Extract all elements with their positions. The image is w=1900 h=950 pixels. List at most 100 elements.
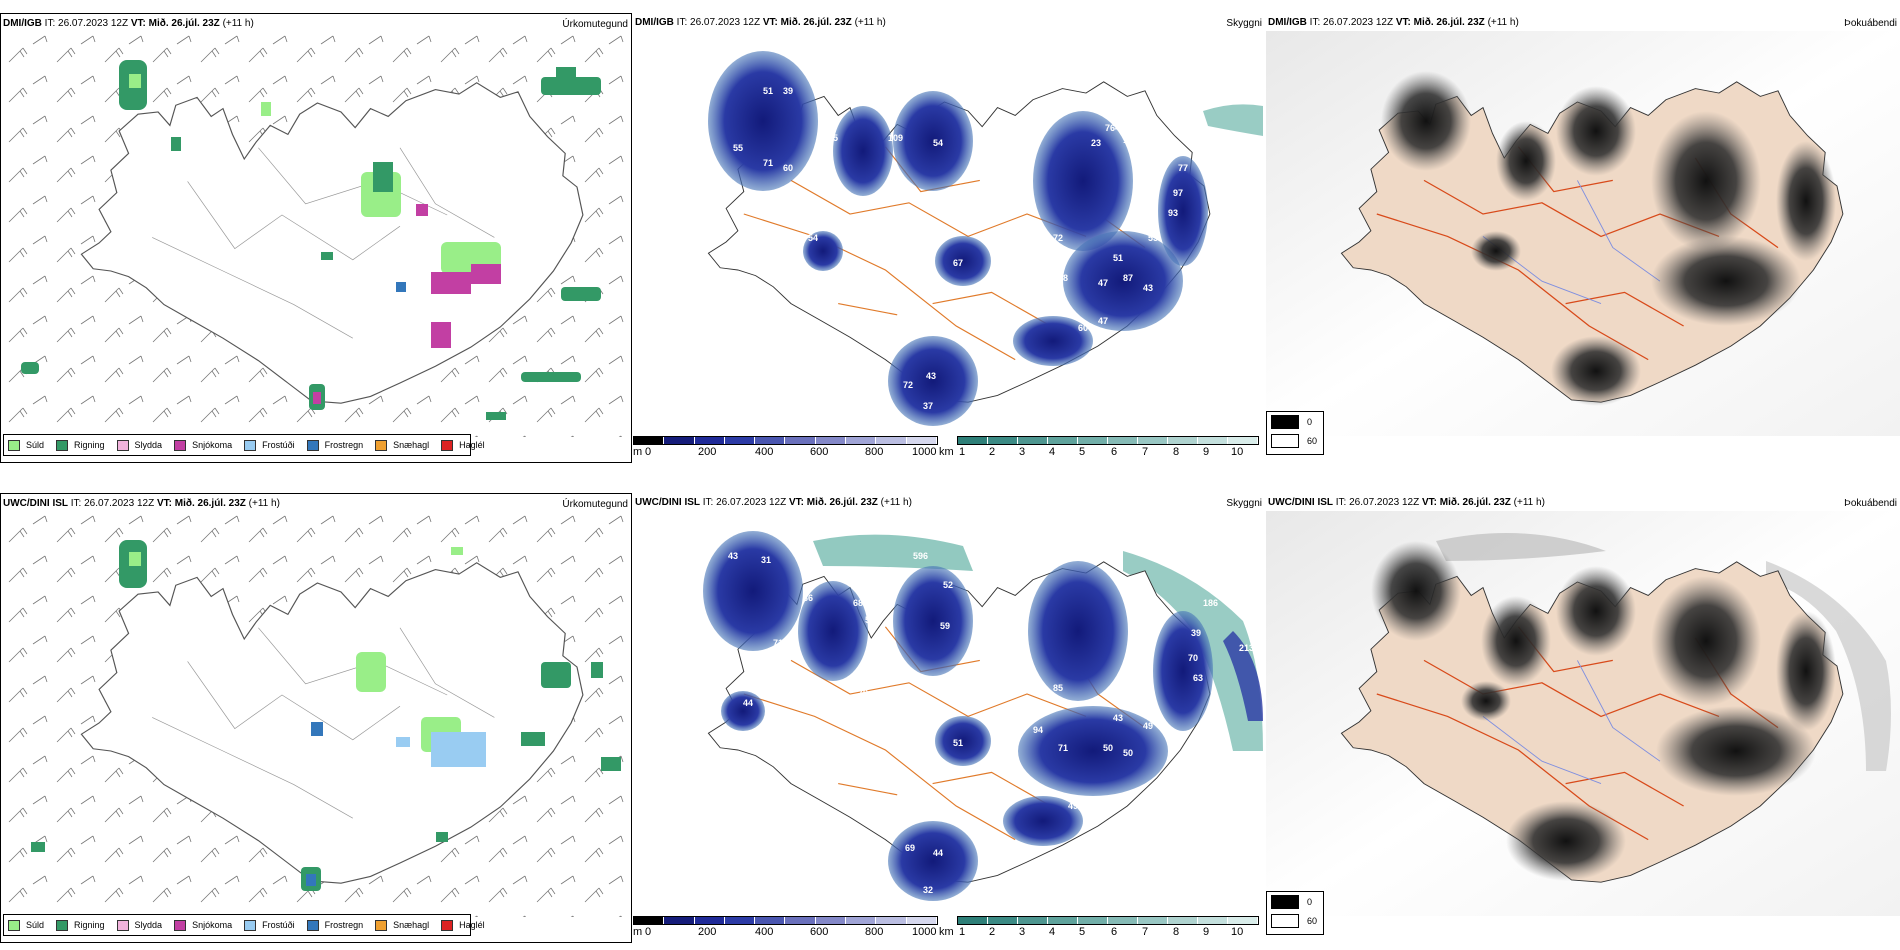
tick-label: 200 <box>698 926 717 938</box>
tick-label: 8 <box>1173 446 1180 458</box>
tick-label: 5 <box>1079 446 1086 458</box>
fog-map <box>1266 31 1900 436</box>
tick-label: 1 <box>959 446 966 458</box>
legend-item: Frostúði <box>244 439 295 451</box>
tick-label: 400 <box>755 926 774 938</box>
panel-header: DMI/IGB IT: 26.07.2023 12Z VT: Mið. 26.j… <box>1268 17 1519 28</box>
cloud-label: 23 <box>1091 138 1101 148</box>
unit-label: km <box>939 926 954 938</box>
cloud-label: 55 <box>1148 233 1158 243</box>
cloud-vis-map-panel-2: UWC/DINI ISL IT: 26.07.2023 12Z VT: Mið.… <box>633 493 1265 943</box>
panel-header: UWC/DINI ISL IT: 26.07.2023 12Z VT: Mið.… <box>3 498 280 509</box>
cloud-label: 44 <box>933 848 943 858</box>
cloud-label: 72 <box>1145 693 1155 703</box>
cloud-label: 764 <box>1105 123 1120 133</box>
cloud-label: 39 <box>1191 628 1201 638</box>
cloud-label: 46 <box>958 183 968 193</box>
cloud-label: 47 <box>1098 316 1108 326</box>
fog-legend: 0 60 <box>1266 891 1324 935</box>
unit-label: km <box>939 446 954 458</box>
unit-label: m <box>633 446 643 458</box>
cloud-label: 49 <box>1068 801 1078 811</box>
vis-title: Skyggni <box>1226 498 1262 509</box>
cloud-label: 43 <box>1113 713 1123 723</box>
cloud-label: 51 <box>953 738 963 748</box>
precip-legend: Súld Rigning Slydda Snjókoma Frostúði Fr… <box>3 434 485 456</box>
legend-item: Haglél <box>441 919 485 931</box>
cloud-label: 137 <box>1083 533 1098 543</box>
cloud-label: 68 <box>853 598 863 608</box>
tick-label: 0 <box>645 446 652 458</box>
legend-item: Súld <box>8 439 44 451</box>
legend-item: Snæhagl <box>375 439 429 451</box>
legend-item: Haglél <box>441 439 485 451</box>
tick-label: 9 <box>1203 926 1210 938</box>
cloud-label: 60 <box>1078 323 1088 333</box>
colorbar-swatches <box>957 916 1259 925</box>
cloud-label: 31 <box>761 555 771 565</box>
cloud-label: 78 <box>1058 273 1068 283</box>
cloud-label: 73 <box>753 193 763 203</box>
panel-header: UWC/DINI ISL IT: 26.07.2023 12Z VT: Mið.… <box>635 497 912 508</box>
tick-label: 2 <box>989 446 996 458</box>
fog-legend: 0 60 <box>1266 411 1324 455</box>
tick-label: 200 <box>698 446 717 458</box>
tick-label: 2 <box>989 926 996 938</box>
precip-title: Úrkomutegund <box>562 499 628 510</box>
precip-cells <box>21 60 601 420</box>
tick-label: 3 <box>1019 926 1026 938</box>
precip-map-panel-1: DMI/IGB IT: 26.07.2023 12Z VT: Mið. 26.j… <box>0 13 632 463</box>
precip-legend: Súld Rigning Slydda Snjókoma Frostúði Fr… <box>3 914 485 936</box>
colorbar-swatches <box>633 916 938 925</box>
vis-title: Skyggni <box>1226 18 1262 29</box>
cloud-label: 108 <box>1123 135 1138 145</box>
precip-map <box>1 32 631 437</box>
colorbar-swatches <box>957 436 1259 445</box>
cloud-label: 43 <box>1143 283 1153 293</box>
legend-item: Slydda <box>116 919 162 931</box>
cloud-vis-map: 45 51 39 55 71 60 56 73 54 109 54 46 54 … <box>707 51 1263 426</box>
cloud-label: 71 <box>1058 743 1068 753</box>
cloud-label: 43 <box>926 371 936 381</box>
tick-label: 1 <box>959 926 966 938</box>
fog-map-panel-2: UWC/DINI ISL IT: 26.07.2023 12Z VT: Mið.… <box>1266 493 1900 943</box>
cloud-label: 44 <box>743 698 753 708</box>
tick-label: 1000 <box>912 926 937 938</box>
tick-label: 800 <box>865 926 884 938</box>
legend-item: Slydda <box>116 439 162 451</box>
cloud-label: 72 <box>1053 233 1063 243</box>
fog-legend-label: 60 <box>1307 435 1318 446</box>
cloud-label: 36 <box>803 593 813 603</box>
legend-item: Frostregn <box>306 439 363 451</box>
tick-label: 6 <box>1111 926 1118 938</box>
cloud-label: 47 <box>1098 278 1108 288</box>
cloud-label: 69 <box>1143 663 1153 673</box>
visibility-colorbar: km 1 2 3 4 5 6 7 8 9 10 <box>939 436 1259 459</box>
fog-shading <box>1371 541 1836 881</box>
cloud-label: 50 <box>776 656 786 666</box>
tick-label: 10 <box>1231 926 1244 938</box>
cloud-label: 87 <box>1123 273 1133 283</box>
cloud-label: 59 <box>940 621 950 631</box>
fog-shading <box>1381 71 1836 406</box>
legend-item: Snæhagl <box>375 919 429 931</box>
legend-item: Rigning <box>56 919 105 931</box>
cloud-label: 50 <box>1123 748 1133 758</box>
legend-item: Snjókoma <box>174 439 232 451</box>
cloud-label: 72 <box>903 380 913 390</box>
cloud-label: 596 <box>913 551 928 561</box>
cloud-label: 37 <box>923 401 933 411</box>
fog-map-panel-1: DMI/IGB IT: 26.07.2023 12Z VT: Mið. 26.j… <box>1266 13 1900 463</box>
cloud-vis-map: 43 31 36 71 50 44 68 58 82 79 51 52 59 6… <box>703 531 1263 901</box>
cloud-label: 50 <box>1103 743 1113 753</box>
tick-label: 4 <box>1049 446 1056 458</box>
fog-legend-label: 0 <box>1307 416 1313 427</box>
cloud-label: 93 <box>1168 208 1178 218</box>
tick-label: 600 <box>810 446 829 458</box>
cloud-label: 60 <box>783 163 793 173</box>
legend-item: Snjókoma <box>174 919 232 931</box>
fog-title: Þokuábendi <box>1844 18 1897 29</box>
legend-item: Frostúði <box>244 919 295 931</box>
tick-label: 600 <box>810 926 829 938</box>
cloud-label: 63 <box>1193 673 1203 683</box>
